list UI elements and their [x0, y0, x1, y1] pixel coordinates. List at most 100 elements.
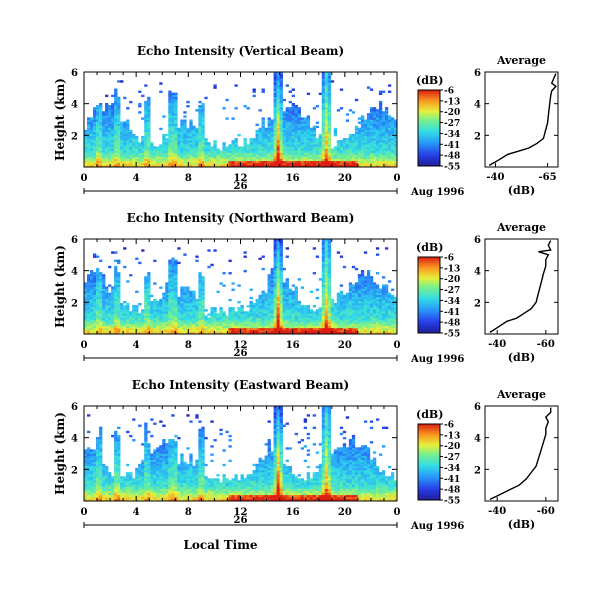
heatmap-cell [279, 251, 283, 254]
heatmap-cell [291, 142, 295, 145]
heatmap-cell [108, 156, 112, 160]
heatmap-cell [294, 305, 298, 308]
heatmap-cell [102, 123, 106, 126]
heatmap-cell [306, 136, 311, 139]
heatmap-cell [114, 307, 118, 310]
heatmap-cell [357, 140, 362, 143]
heatmap-cell [174, 152, 178, 155]
heatmap-cell [381, 121, 386, 124]
heatmap-cell [297, 317, 301, 320]
heatmap-cell [372, 294, 377, 298]
heatmap-cell [285, 129, 289, 133]
heatmap-cell [216, 150, 220, 153]
heatmap-cell [378, 136, 383, 139]
heatmap-cell [294, 129, 298, 133]
heatmap-cell [366, 303, 371, 306]
heatmap-cell [276, 239, 280, 242]
heatmap-cell [315, 309, 320, 312]
heatmap-cell [147, 105, 151, 108]
heatmap-cell [213, 140, 217, 143]
heatmap-cell [297, 152, 301, 155]
heatmap-cell [330, 321, 335, 324]
heatmap-cell [114, 284, 118, 287]
heatmap-cell [384, 109, 389, 112]
heatmap-cell [192, 311, 196, 314]
heatmap-cell [132, 321, 136, 324]
heatmap-cell [372, 327, 377, 331]
heatmap-cell [96, 298, 100, 302]
heatmap-cell [195, 317, 199, 320]
heatmap-cell [360, 146, 365, 149]
heatmap-cell [387, 117, 392, 120]
heatmap-cell [189, 152, 193, 155]
heatmap-cell [114, 329, 118, 333]
heatmap-cell [366, 86, 371, 89]
heatmap-cell [366, 331, 371, 335]
heatmap-cell [168, 269, 172, 273]
heatmap-cell [360, 325, 365, 329]
heatmap-cell [276, 96, 280, 100]
heatmap-cell [300, 133, 305, 137]
heatmap-cell [285, 247, 289, 250]
heatmap-cell [285, 331, 289, 335]
heatmap-cell [96, 160, 100, 164]
heatmap-cell [93, 109, 97, 112]
heatmap-cell [171, 263, 175, 267]
heatmap-cell [294, 321, 298, 324]
heatmap-cell [270, 284, 274, 287]
heatmap-cell [180, 156, 184, 160]
heatmap-cell [369, 321, 374, 324]
heatmap-cell [387, 160, 392, 164]
heatmap-cell [147, 136, 151, 139]
heatmap-cell [102, 148, 106, 151]
heatmap-cell [183, 319, 187, 322]
heatmap-cell [303, 136, 308, 139]
heatmap-cell [111, 129, 115, 133]
heatmap-cell [288, 305, 292, 308]
heatmap-cell [324, 261, 329, 265]
heatmap-cell [348, 313, 353, 316]
heatmap-cell [261, 298, 265, 302]
heatmap-cell [96, 292, 100, 296]
heatmap-cell [381, 158, 386, 162]
heatmap-cell [84, 162, 88, 166]
heatmap-cell [213, 86, 217, 89]
heatmap-cell [351, 313, 356, 316]
heatmap-cell [270, 156, 274, 160]
heatmap-cell [183, 292, 187, 296]
heatmap-cell [219, 150, 223, 153]
heatmap-cell [387, 121, 392, 124]
heatmap-cell [318, 162, 323, 166]
heatmap-cell [381, 286, 386, 289]
heatmap-cell [165, 329, 169, 333]
heatmap-cell [141, 158, 145, 162]
heatmap-cell [261, 90, 265, 93]
heatmap-cell [183, 123, 187, 126]
heatmap-cell [198, 123, 202, 126]
x-tick-label: 4 [133, 340, 140, 351]
heatmap-cell [192, 327, 196, 331]
heatmap-cell [270, 131, 274, 135]
heatmap-cell [171, 109, 175, 112]
heatmap-cell [186, 298, 190, 302]
heatmap-cell [300, 150, 305, 153]
heatmap-cell [279, 309, 283, 312]
heatmap-cell [282, 131, 286, 135]
heatmap-cell [123, 96, 127, 100]
heatmap-cell [261, 315, 265, 318]
heatmap-cell [294, 329, 298, 333]
heatmap-cell [156, 305, 160, 308]
heatmap-cell [327, 74, 332, 77]
heatmap-cell [282, 125, 286, 129]
heatmap-cell [360, 276, 365, 279]
heatmap-cell [255, 129, 259, 133]
heatmap-cell [279, 148, 283, 151]
heatmap-cell [147, 278, 151, 281]
heatmap-cell [147, 144, 151, 147]
heatmap-cell [174, 263, 178, 267]
heatmap-cell [360, 148, 365, 151]
heatmap-cell [375, 115, 380, 118]
heatmap-cell [132, 319, 136, 322]
heatmap-cell [144, 298, 148, 302]
heatmap-cell [153, 282, 157, 285]
